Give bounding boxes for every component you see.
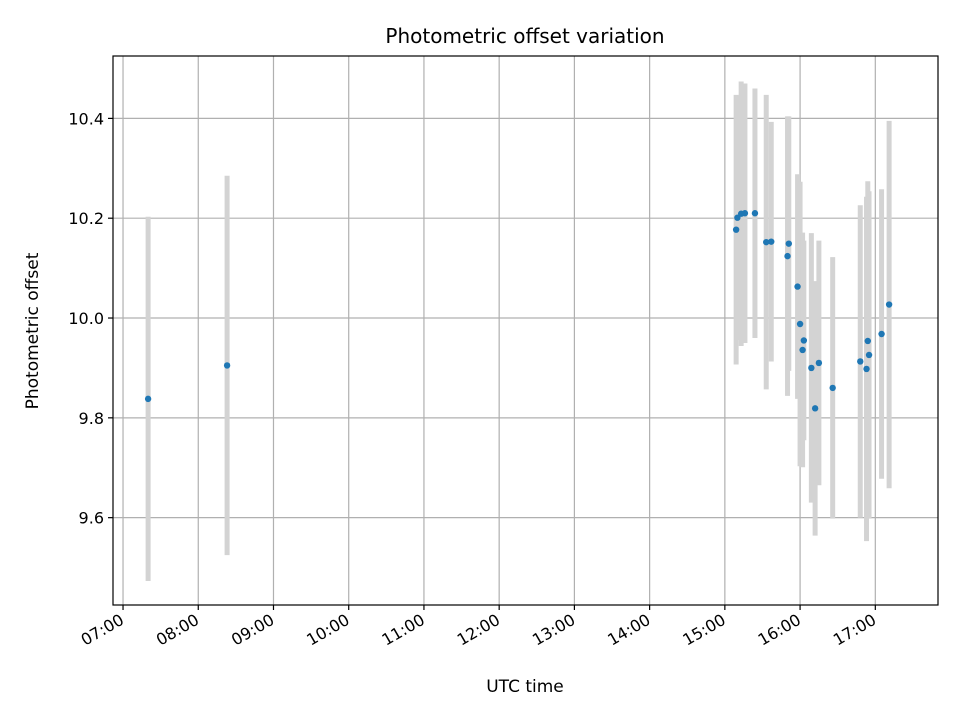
- y-tick-label: 9.6: [79, 509, 104, 528]
- data-point: [815, 359, 823, 367]
- data-point: [794, 283, 801, 290]
- data-point: [808, 364, 815, 372]
- data-point: [864, 337, 871, 345]
- data-point: [829, 384, 836, 392]
- data-point: [768, 238, 775, 245]
- y-tick-label: 10.0: [68, 309, 104, 328]
- y-tick-label: 10.4: [68, 109, 104, 128]
- data-point: [878, 330, 885, 338]
- data-point: [223, 362, 231, 369]
- data-point: [799, 346, 806, 354]
- data-point: [865, 351, 873, 359]
- data-point: [785, 240, 792, 247]
- data-point: [734, 214, 741, 221]
- data-points: [144, 210, 893, 412]
- data-point: [763, 238, 770, 246]
- data-point: [751, 210, 759, 217]
- plot-frame: [112, 55, 939, 606]
- x-axis-label: UTC time: [486, 677, 564, 697]
- data-point: [784, 252, 791, 260]
- y-tick-label: 9.8: [79, 409, 104, 428]
- data-point: [811, 405, 819, 412]
- data-point: [732, 226, 740, 233]
- y-tick-label: 10.2: [68, 209, 104, 228]
- y-axis-label: Photometric offset: [23, 252, 43, 409]
- data-point: [800, 337, 808, 344]
- data-point: [144, 395, 152, 403]
- data-point: [857, 358, 864, 365]
- data-point: [885, 301, 893, 308]
- data-point: [741, 210, 749, 217]
- chart-title: Photometric offset variation: [385, 24, 664, 48]
- data-point: [796, 320, 804, 328]
- y-axis: 9.6 9.8 10.0 10.2 10.4: [68, 109, 113, 528]
- data-point: [863, 365, 870, 373]
